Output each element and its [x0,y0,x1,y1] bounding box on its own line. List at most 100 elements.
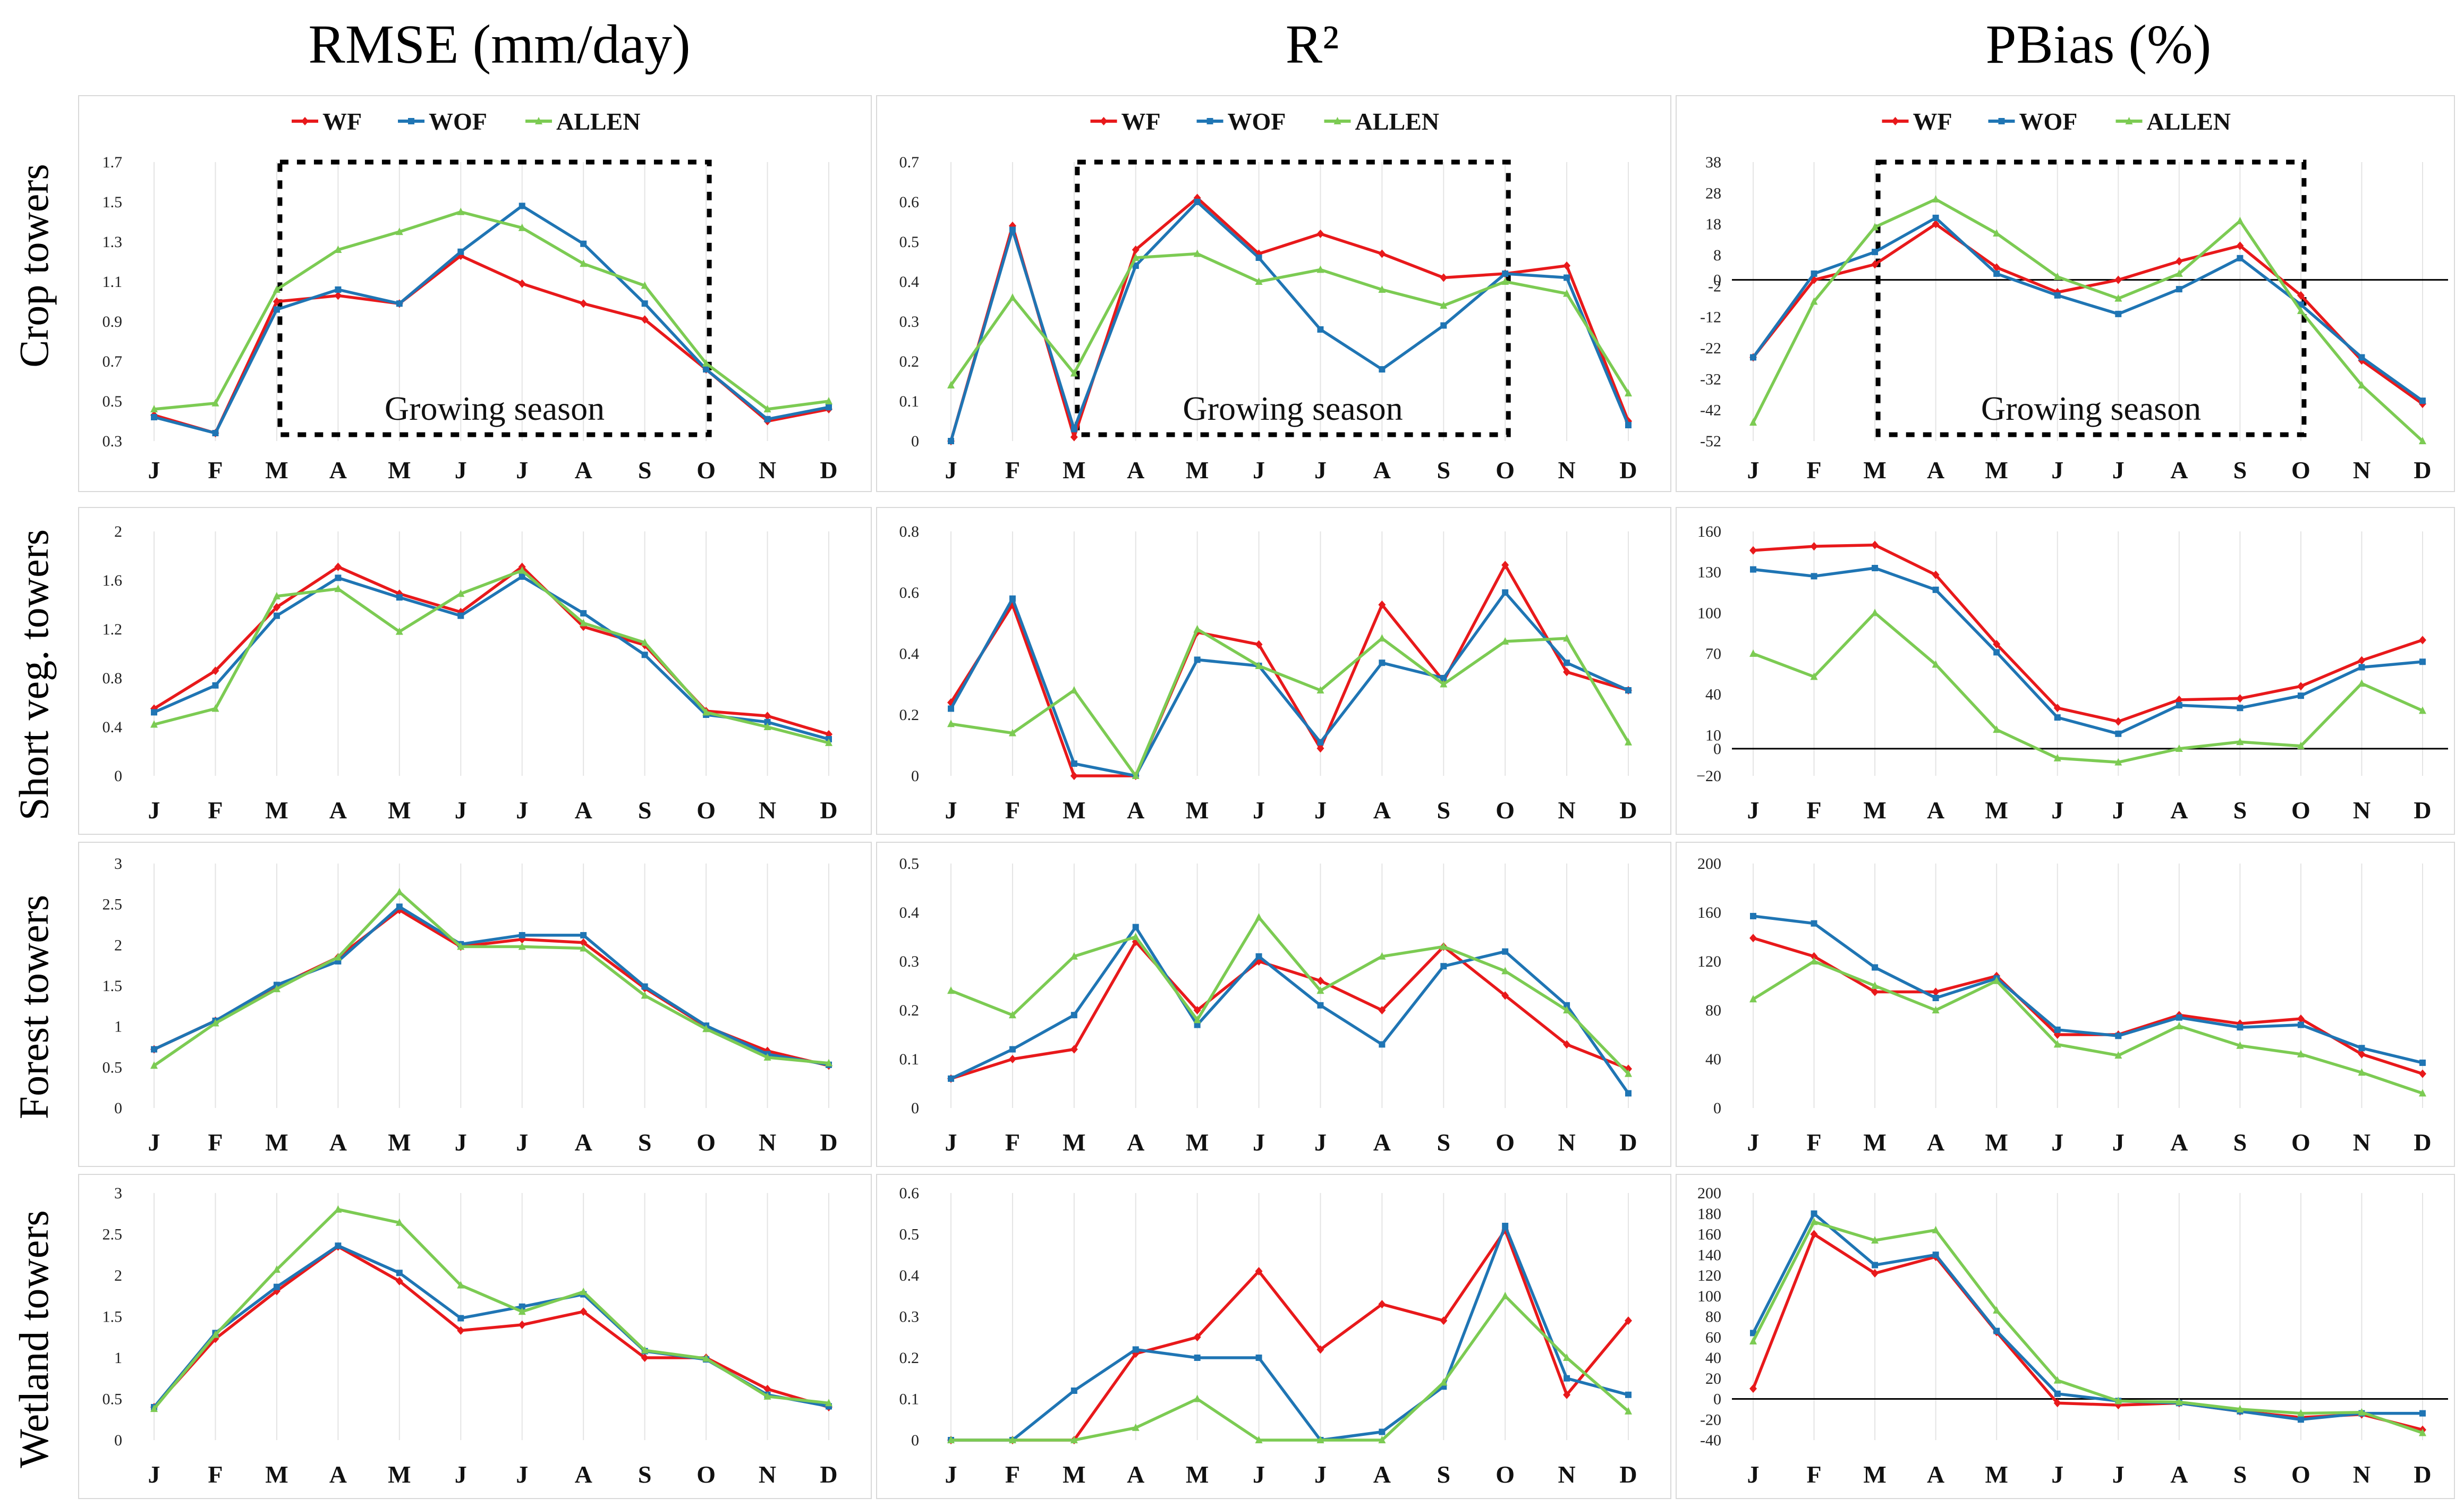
chart-forest-r2-xtick-label: N [1558,1129,1575,1156]
chart-forest-rmse-marker-wof [580,932,587,938]
chart-shortveg-pbias-marker-wf [1993,640,2001,649]
chart-crop-rmse-marker-allen [518,223,526,231]
chart-shortveg-rmse-xtick-label: O [696,797,716,824]
chart-forest-rmse-marker-allen [395,887,403,895]
chart-shortveg-r2-panel: 0 0.2 0.4 0.6 0.8 J F M A M J J A S O N D [876,507,1671,835]
chart-crop-pbias-xtick-label: M [1985,456,2008,484]
chart-crop-pbias-marker-wof [1993,270,2000,277]
chart-crop-rmse-marker-allen [641,281,649,289]
chart-crop-rmse-marker-wof [151,414,157,420]
chart-wetland-rmse-line-wf [152,1245,829,1409]
chart-wetland-r2-ytick-label: 0 [911,1432,919,1449]
chart-crop-pbias-ytick-label: -42 [1700,402,1721,419]
chart-crop-pbias-ytick-label: -12 [1700,309,1721,326]
chart-crop-r2-xtick-label: O [1496,456,1515,484]
chart-forest-r2-marker-wof [1132,924,1139,930]
chart-wetland-r2-ytick-label: 0.1 [899,1391,920,1408]
chart-wetland-r2-xtick-label: A [1373,1461,1391,1488]
chart-forest-rmse-ytick-label: 1.5 [103,977,123,995]
chart-crop-r2-line-allen [949,252,1630,394]
chart-forest-pbias-marker-wf [1810,952,1818,961]
chart-wetland-rmse-marker-wof [273,1283,280,1290]
chart-crop-rmse-marker-allen [825,397,832,404]
chart-shortveg-pbias-xtick-label: D [2414,797,2431,824]
chart-crop-r2-marker-wof [1564,274,1570,281]
chart-wetland-pbias-xtick-label: J [2051,1461,2063,1488]
chart-wetland-r2-xtick-label: J [945,1461,957,1488]
chart-forest-r2-marker-wof [1625,1090,1632,1097]
chart-wetland-pbias-xtick-label: J [1747,1461,1760,1488]
chart-wetland-r2-xtick-label: N [1558,1461,1575,1488]
chart-shortveg-pbias-marker-wof [2237,705,2244,712]
chart-forest-rmse-marker-wof [151,1046,157,1053]
chart-shortveg-rmse-frame [78,507,872,835]
chart-shortveg-rmse-xtick-label: M [265,797,288,824]
chart-forest-pbias-marker-allen [2053,1040,2061,1048]
chart-forest-r2-xtick-label: O [1496,1129,1515,1156]
chart-shortveg-r2-marker-wof [1194,656,1201,663]
chart-forest-pbias-xtick-label: F [1806,1129,1821,1156]
chart-wetland-rmse-xtick-label: A [575,1461,592,1488]
chart-wetland-r2-marker-allen [1193,1394,1201,1402]
chart-crop-pbias-ytick-label: 0 [1713,272,1721,289]
chart-shortveg-r2-xtick-label: S [1437,797,1450,824]
chart-wetland-r2-marker-allen [1563,1353,1571,1361]
chart-wetland-r2-xtick-label: S [1437,1461,1450,1488]
chart-shortveg-pbias-xtick-label: A [1927,797,1944,824]
chart-crop-rmse-marker-allen [150,405,158,412]
chart-crop-pbias-legend: WF WOF ALLEN [1882,108,2231,135]
chart-forest-rmse-marker-allen [825,1059,832,1067]
chart-shortveg-r2-xtick-label: F [1005,797,1020,824]
chart-forest-r2-marker-wof [1440,963,1447,970]
chart-forest-pbias-marker-allen [2297,1050,2305,1057]
chart-wetland-rmse-ytick-label: 1.5 [103,1308,123,1326]
chart-forest-rmse-marker-allen [150,1061,158,1069]
chart-forest-pbias-xtick-label: A [1927,1129,1944,1156]
chart-wetland-rmse-marker-allen [641,1346,649,1354]
chart-wetland-r2-xtick-label: O [1496,1461,1515,1488]
chart-crop-pbias-xtick-label: J [1747,456,1760,484]
chart-forest-pbias-xtick-label: N [2353,1129,2370,1156]
chart-shortveg-r2-line-wf [949,563,1629,777]
chart-shortveg-pbias-xtick-label: J [1747,797,1760,824]
chart-wetland-pbias-xtick-label: M [1985,1461,2008,1488]
chart-crop-r2-xtick-label: F [1005,456,1020,484]
chart-wetland-r2-frame [876,1174,1671,1499]
chart-wetland-rmse-line-allen [152,1208,829,1410]
chart-crop-pbias-marker-allen [2236,216,2244,224]
chart-crop-rmse-growing-season-label: Growing season [385,390,605,427]
chart-shortveg-r2-marker-allen [1132,772,1140,779]
chart-wetland-pbias-xtick-label: A [2170,1461,2188,1488]
chart-forest-pbias-marker-wof [1811,920,1817,927]
chart-crop-r2-ytick-label: 0.4 [899,273,920,291]
chart-crop-rmse-marker-wof [703,366,710,373]
chart-crop-rmse-ytick-label: 0.3 [103,433,123,450]
chart-crop-rmse-marker-wof [273,306,280,313]
chart-crop-rmse-xtick-label: F [208,456,223,484]
chart-shortveg-pbias-marker-wf [2297,682,2305,691]
chart-shortveg-r2-ytick-label: 0.2 [899,706,920,724]
chart-crop-rmse-marker-wof [335,286,342,293]
chart-crop-r2-marker-wof [1255,255,1262,261]
chart-forest-r2-marker-allen [1563,1006,1571,1013]
chart-forest-r2-marker-wf [1501,991,1509,1000]
chart-shortveg-rmse-marker-wof [457,612,464,619]
chart-forest-r2-marker-allen [1070,952,1078,960]
chart-wetland-r2-marker-allen [1070,1436,1078,1443]
chart-forest-rmse-ytick-label: 0 [114,1099,122,1117]
chart-wetland-rmse-marker-allen [395,1218,403,1226]
chart-wetland-rmse-marker-wof [335,1242,342,1249]
chart-wetland-pbias-line-wf [1752,1232,2423,1432]
chart-shortveg-pbias-marker-wof [1872,565,1879,571]
chart-crop-rmse-marker-wof [764,416,771,422]
chart-shortveg-pbias-marker-wof [2419,658,2426,665]
chart-wetland-rmse-ytick-label: 3 [114,1185,122,1202]
chart-wetland-r2-ytick-label: 0.5 [899,1226,920,1243]
chart-forest-pbias-xtick-label: S [2233,1129,2247,1156]
chart-wetland-rmse-marker-wf [641,1353,649,1362]
chart-shortveg-pbias-xtick-label: A [2170,797,2188,824]
chart-wetland-rmse-xtick-label: J [148,1461,160,1488]
chart-wetland-r2-ytick-label: 0.4 [899,1267,920,1284]
chart-forest-rmse-xtick-label: O [696,1129,716,1156]
